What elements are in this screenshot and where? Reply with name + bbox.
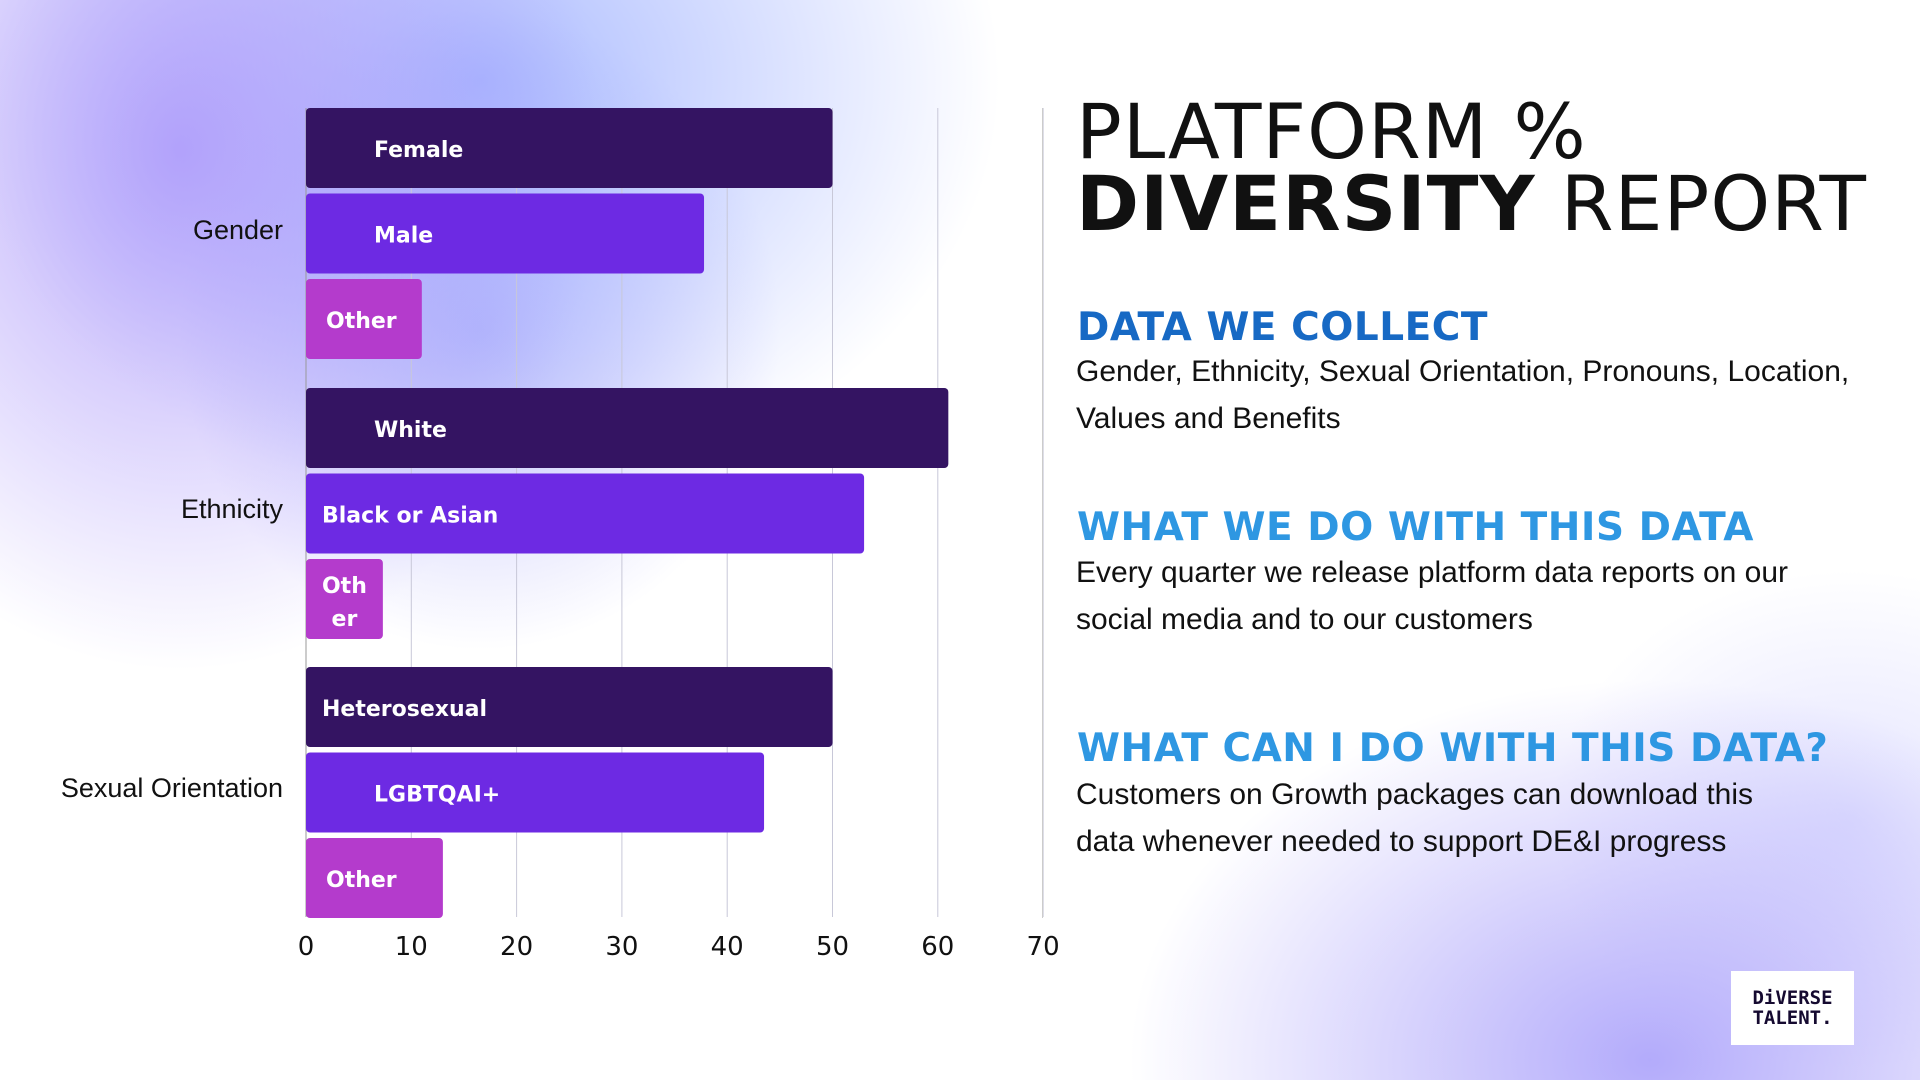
section-heading: DATA WE COLLECT [1077, 305, 1488, 350]
bar [306, 752, 765, 833]
diverse-talent-logo: DiVERSE TALENT. [1731, 971, 1854, 1045]
bar [306, 108, 833, 188]
bar-label: Other [326, 868, 397, 893]
x-tick-label: 40 [711, 932, 744, 962]
x-tick-label: 30 [605, 932, 638, 962]
bar-label: Heterosexual [322, 697, 487, 722]
logo-line-1: DiVERSE [1752, 987, 1833, 1009]
logo-line-2: TALENT. [1752, 1007, 1833, 1029]
section-body: Gender, Ethnicity, Sexual Orientation, P… [1076, 355, 1850, 435]
bar [306, 838, 443, 918]
section-heading: WHAT CAN I DO WITH THIS DATA? [1077, 726, 1829, 771]
x-tick-label: 60 [921, 932, 954, 962]
bar-label: LGBTQAI+ [374, 783, 500, 808]
title-bold-word: DIVERSITY [1076, 159, 1536, 248]
bar-label: Oth [322, 574, 367, 599]
bar [306, 279, 422, 359]
bar [306, 559, 383, 639]
x-tick-label: 0 [298, 932, 315, 962]
category-label-ethnicity: Ethnicity [180, 494, 283, 524]
bar-label: er [332, 607, 358, 632]
bar [306, 473, 865, 554]
x-tick-label: 20 [500, 932, 533, 962]
bar-label: Other [326, 309, 397, 334]
x-tick-label: 10 [395, 932, 428, 962]
section-body: Every quarter we release platform data r… [1076, 556, 1789, 636]
section-heading: WHAT WE DO WITH THIS DATA [1077, 505, 1754, 550]
title-word: REPORT [1560, 159, 1867, 248]
bar-label: Male [374, 224, 433, 249]
bar [306, 667, 833, 747]
section-body: Customers on Growth packages can downloa… [1076, 778, 1754, 858]
category-label-sexual-orientation: Sexual Orientation [60, 773, 283, 803]
page-title: PLATFORM % DIVERSITY REPORT [1076, 87, 1867, 242]
bar [306, 388, 949, 468]
bar [306, 193, 705, 274]
x-tick-label: 70 [1027, 932, 1060, 962]
divider [1042, 108, 1043, 918]
category-label-gender: Gender [192, 215, 283, 245]
bar-chart: 0 10 20 30 40 50 60 70FemaleMaleOtherWhiteBlack… [298, 108, 1060, 962]
bar-label: White [374, 418, 447, 443]
bar-label: Female [374, 138, 463, 163]
bar-label: Black or Asian [322, 504, 498, 529]
title-line-1: PLATFORM % [1076, 87, 1587, 176]
x-tick-label: 50 [816, 932, 849, 962]
